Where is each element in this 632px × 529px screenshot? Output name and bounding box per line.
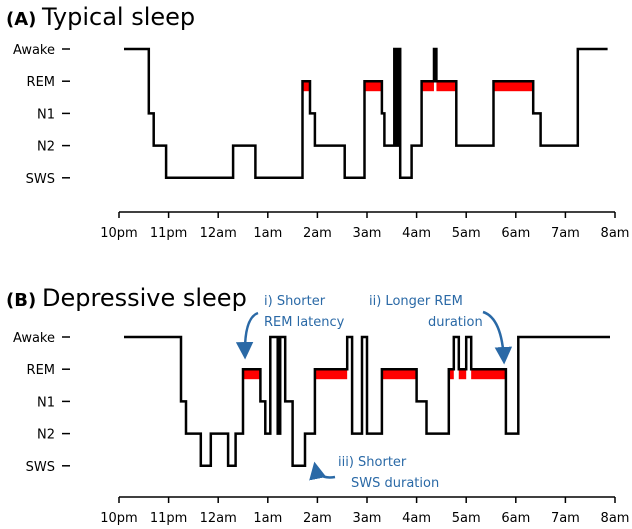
stage-label-awake: Awake <box>13 331 55 346</box>
x-tick-label-11pm: 11pm <box>150 511 187 526</box>
x-tick-label-10pm: 10pm <box>100 226 137 241</box>
panel-b-title: Depressive sleep <box>42 284 247 312</box>
annotation-rem-duration-line2: duration <box>428 315 483 330</box>
stage-label-rem: REM <box>27 363 55 378</box>
x-tick-label-6am: 6am <box>501 511 530 526</box>
x-tick-label-6am: 6am <box>501 226 530 241</box>
panel-typical-sleep: (A) Typical sleep Awake REM N1 N2 SWS 10pm 11… <box>6 3 629 241</box>
x-tick-label-5am: 5am <box>452 226 481 241</box>
rem-bar-5 <box>471 369 506 380</box>
rem-bar-0 <box>243 369 261 380</box>
x-tick-label-2am: 2am <box>303 226 332 241</box>
panel-a-label: (A) <box>6 9 36 30</box>
annotation-rem-duration: ii) Longer REM duration <box>369 294 513 365</box>
panel-depressive-sleep: (B) Depressive sleep Awake REM N1 N2 SWS 10p… <box>6 284 629 526</box>
x-tick-label-8am: 8am <box>601 511 630 526</box>
x-tick-label-8am: 8am <box>601 226 630 241</box>
x-tick-label-3am: 3am <box>353 511 382 526</box>
rem-bar-3 <box>448 369 454 380</box>
stage-label-n2: N2 <box>37 428 55 443</box>
rem-bar-3 <box>436 81 457 92</box>
x-tick-label-5am: 5am <box>452 511 481 526</box>
x-tick-label-2am: 2am <box>303 511 332 526</box>
panel-b-label: (B) <box>6 290 36 311</box>
rem-bar-1 <box>314 369 348 380</box>
x-tick-label-12am: 12am <box>200 226 237 241</box>
annotation-rem-duration-line1: ii) Longer REM <box>369 294 463 309</box>
x-tick-label-1am: 1am <box>253 226 282 241</box>
x-tick-label-1am: 1am <box>253 511 282 526</box>
stage-label-n2: N2 <box>37 140 55 155</box>
annotation-rem-latency: i) Shorter REM latency <box>235 294 345 360</box>
x-tick-label-12am: 12am <box>200 511 237 526</box>
annotation-sws-duration-line1: iii) Shorter <box>338 455 407 470</box>
x-tick-label-10pm: 10pm <box>100 511 137 526</box>
x-tick-label-11pm: 11pm <box>150 226 187 241</box>
stage-label-n1: N1 <box>37 107 55 122</box>
x-tick-label-3am: 3am <box>353 226 382 241</box>
x-tick-label-7am: 7am <box>551 511 580 526</box>
annotation-sws-duration-line2: SWS duration <box>351 476 439 491</box>
stage-label-sws: SWS <box>26 172 55 187</box>
rem-bar-2 <box>381 369 417 380</box>
annotation-sws-duration-arrow <box>309 461 336 481</box>
annotation-rem-latency-line1: i) Shorter <box>264 294 326 309</box>
annotation-sws-duration: iii) Shorter SWS duration <box>309 455 439 491</box>
x-tick-label-7am: 7am <box>551 226 580 241</box>
hypnogram-line <box>124 47 608 180</box>
x-tick-label-4am: 4am <box>402 511 431 526</box>
stage-label-sws: SWS <box>26 460 55 475</box>
panel-a-title: Typical sleep <box>41 3 195 31</box>
stage-label-n1: N1 <box>37 395 55 410</box>
annotation-rem-latency-arrow <box>235 311 259 360</box>
hypnogram-line <box>124 335 610 468</box>
rem-bar-2 <box>421 81 434 92</box>
rem-bar-0 <box>302 81 310 92</box>
stage-label-rem: REM <box>27 75 55 90</box>
rem-bar-4 <box>458 369 467 380</box>
x-tick-label-4am: 4am <box>402 226 431 241</box>
annotation-rem-duration-arrow <box>482 310 513 365</box>
stage-label-awake: Awake <box>13 43 55 58</box>
rem-bar-4 <box>493 81 534 92</box>
rem-bar-1 <box>364 81 382 92</box>
annotation-rem-latency-line2: REM latency <box>264 315 345 330</box>
